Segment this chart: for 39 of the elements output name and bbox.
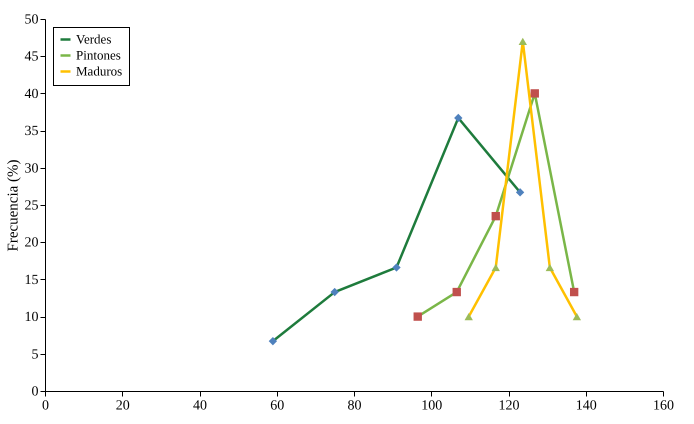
x-tick-label: 20 xyxy=(116,398,130,414)
point xyxy=(464,312,473,320)
y-tick-label: 15 xyxy=(24,272,38,288)
point xyxy=(392,263,401,272)
point xyxy=(492,212,500,220)
y-tick-label: 50 xyxy=(24,12,38,28)
x-tick-label: 40 xyxy=(193,398,207,414)
x-tick-label: 0 xyxy=(42,398,49,414)
point xyxy=(268,336,278,346)
point xyxy=(530,89,539,98)
point xyxy=(414,312,422,321)
y-tick-label: 25 xyxy=(24,198,38,214)
point xyxy=(452,288,461,296)
y-tick-label: 20 xyxy=(24,236,38,251)
y-tick-label: 30 xyxy=(24,161,38,176)
point xyxy=(572,312,582,320)
legend-label: Verdes xyxy=(76,32,112,46)
point xyxy=(454,114,462,122)
legend-label: Pintones xyxy=(76,48,121,62)
x-tick-label: 140 xyxy=(576,398,597,414)
point xyxy=(518,38,527,45)
point xyxy=(492,264,500,272)
y-tick-label: 0 xyxy=(32,384,38,400)
y-tick-label: 40 xyxy=(24,86,38,102)
y-tick-label: 45 xyxy=(24,50,38,65)
point xyxy=(546,264,554,272)
x-tick-label: 80 xyxy=(348,398,362,414)
point xyxy=(516,188,524,197)
y-tick-label: 5 xyxy=(32,347,38,362)
point xyxy=(570,288,578,296)
y-tick-label: 35 xyxy=(24,124,38,140)
x-tick-label: 100 xyxy=(421,398,442,414)
point xyxy=(330,288,339,296)
x-tick-label: 160 xyxy=(653,398,674,414)
x-tick-label: 120 xyxy=(498,398,520,414)
y-axis-title: Frecuencia (%) xyxy=(6,159,22,252)
legend-label: Maduros xyxy=(76,64,122,78)
y-tick-label: 10 xyxy=(24,310,38,326)
x-tick-label: 60 xyxy=(270,398,284,414)
